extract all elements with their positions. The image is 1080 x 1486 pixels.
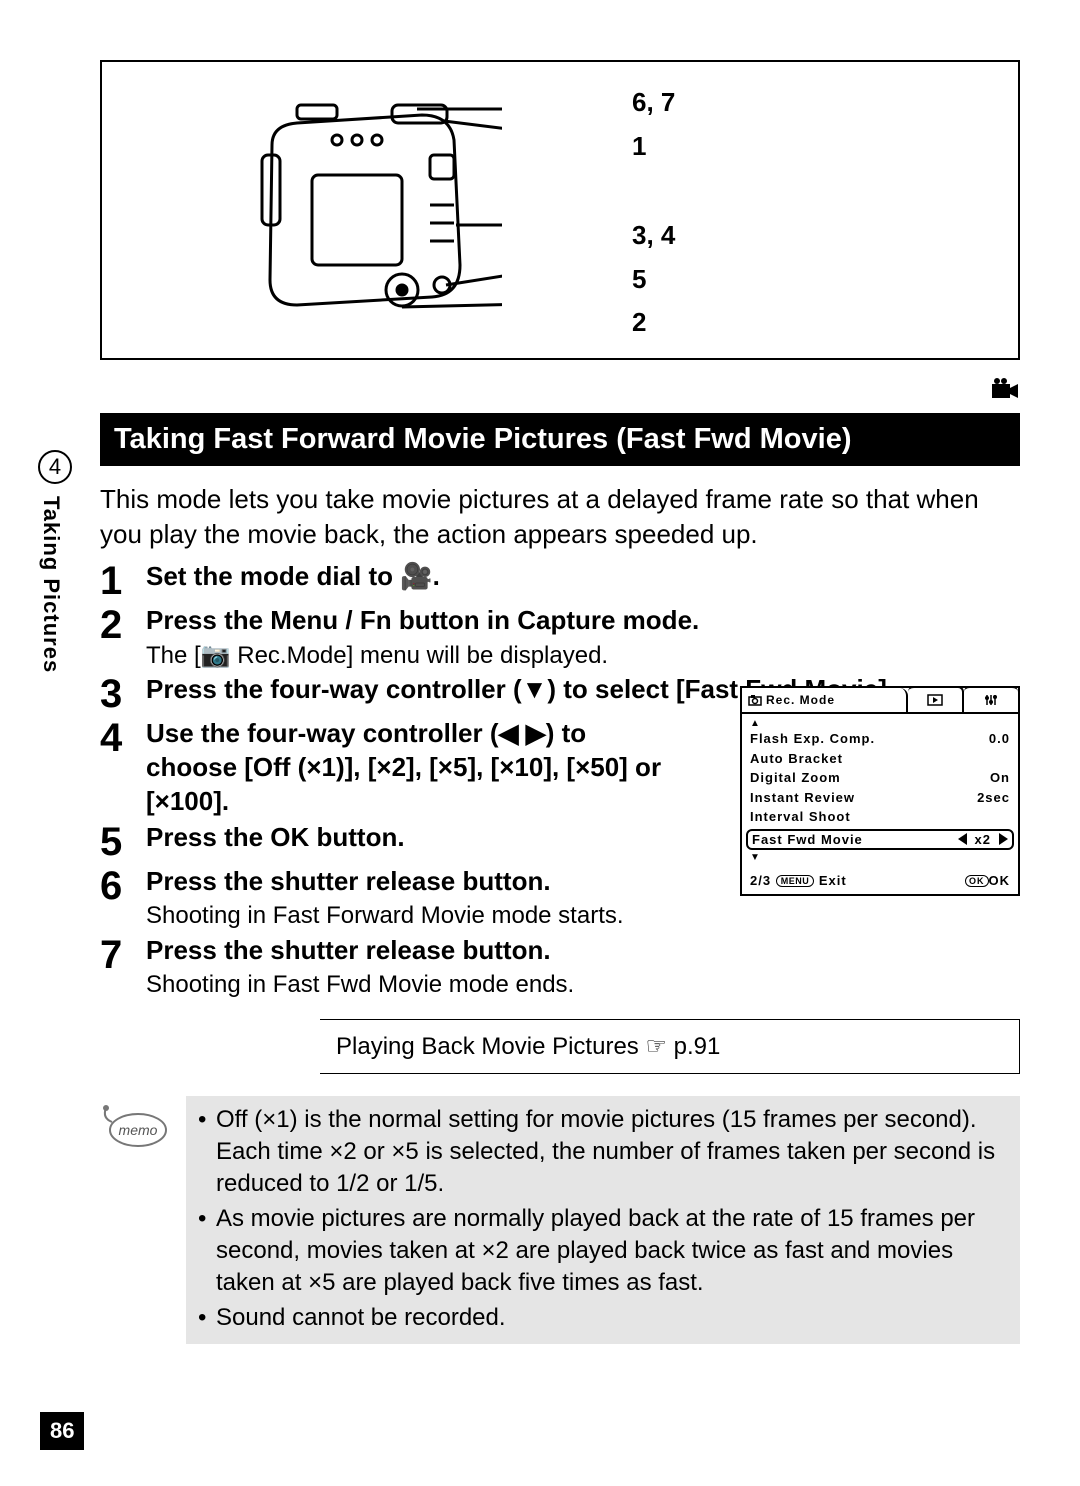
- triangle-right-icon: [999, 833, 1008, 845]
- lcd-row-label: Interval Shoot: [750, 807, 851, 827]
- lcd-row-value: On: [990, 768, 1010, 788]
- step-number: 6: [100, 865, 128, 907]
- lcd-row-value: 0.0: [989, 729, 1010, 749]
- camera-illustration: [242, 95, 502, 325]
- callout-4: 5: [632, 259, 675, 301]
- triangle-left-icon: [958, 833, 967, 845]
- chapter-number: 4: [38, 450, 72, 484]
- lcd-row-label: Instant Review: [750, 788, 855, 808]
- callout-3: 3, 4: [632, 215, 675, 257]
- step-number: 2: [100, 604, 128, 646]
- chapter-tab: 4 Taking Pictures: [38, 450, 76, 673]
- setup-icon: [984, 693, 998, 707]
- menu-pill: MENU: [776, 875, 815, 887]
- camera-icon: [748, 694, 762, 706]
- memo-item: As movie pictures are normally played ba…: [198, 1203, 1008, 1300]
- step-number: 1: [100, 560, 128, 602]
- memo-section: memo Off (×1) is the normal setting for …: [100, 1096, 1020, 1345]
- memo-item: Sound cannot be recorded.: [198, 1302, 1008, 1334]
- step-subtext: Shooting in Fast Forward Movie mode star…: [146, 900, 666, 931]
- page-number: 86: [40, 1412, 84, 1450]
- reference-box: Playing Back Movie Pictures ☞ p.91: [320, 1019, 1020, 1074]
- step-subtext: Shooting in Fast Fwd Movie mode ends.: [146, 969, 1020, 1000]
- lcd-footer: 2/3 MENU Exit OKOK: [742, 869, 1018, 894]
- lcd-menu-screen: Rec. Mode ▲ Flash Exp. Comp.0.0 Auto Bra…: [740, 686, 1020, 896]
- lcd-row-label: Auto Bracket: [750, 749, 843, 769]
- lcd-tab-rec-mode: Rec. Mode: [742, 688, 908, 712]
- step-title: Press the shutter release button.: [146, 865, 666, 899]
- step-subtext: The [📷 Rec.Mode] menu will be displayed.: [146, 640, 1020, 671]
- lcd-row-label: Digital Zoom: [750, 768, 841, 788]
- svg-text:memo: memo: [119, 1122, 158, 1138]
- step-number: 5: [100, 821, 128, 863]
- diagram-callouts: 6, 7 1 3, 4 5 2: [632, 82, 675, 346]
- lcd-row-label: Flash Exp. Comp.: [750, 729, 875, 749]
- step-number: 4: [100, 717, 128, 759]
- lcd-highlight-row: Fast Fwd Movie x2: [746, 829, 1014, 850]
- step-title: Set the mode dial to 🎥.: [146, 560, 1020, 594]
- play-icon: [927, 694, 943, 706]
- intro-text: This mode lets you take movie pictures a…: [100, 482, 1020, 552]
- step-number: 7: [100, 934, 128, 976]
- mode-icon-row: [100, 360, 1020, 413]
- lcd-row-value: 2sec: [977, 788, 1010, 808]
- memo-icon: memo: [100, 1102, 168, 1150]
- callout-5: 2: [632, 302, 675, 344]
- chapter-title: Taking Pictures: [38, 496, 64, 673]
- camera-diagram-box: 6, 7 1 3, 4 5 2: [100, 60, 1020, 360]
- memo-body: Off (×1) is the normal setting for movie…: [186, 1096, 1020, 1345]
- step-number: 3: [100, 673, 128, 715]
- step-title: Press the Menu / Fn button in Capture mo…: [146, 604, 1020, 638]
- memo-item: Off (×1) is the normal setting for movie…: [198, 1104, 1008, 1201]
- ok-pill: OK: [965, 875, 989, 887]
- movie-mode-icon: [992, 378, 1020, 400]
- step-title: Use the four-way controller (◀ ▶) to cho…: [146, 717, 666, 818]
- section-title: Taking Fast Forward Movie Pictures (Fast…: [100, 413, 1020, 466]
- callout-1: 6, 7: [632, 82, 675, 124]
- lcd-tab-playback: [908, 686, 964, 712]
- callout-2: 1: [632, 126, 675, 168]
- step-title: Press the shutter release button.: [146, 934, 1020, 968]
- lcd-tab-setup: [964, 686, 1018, 712]
